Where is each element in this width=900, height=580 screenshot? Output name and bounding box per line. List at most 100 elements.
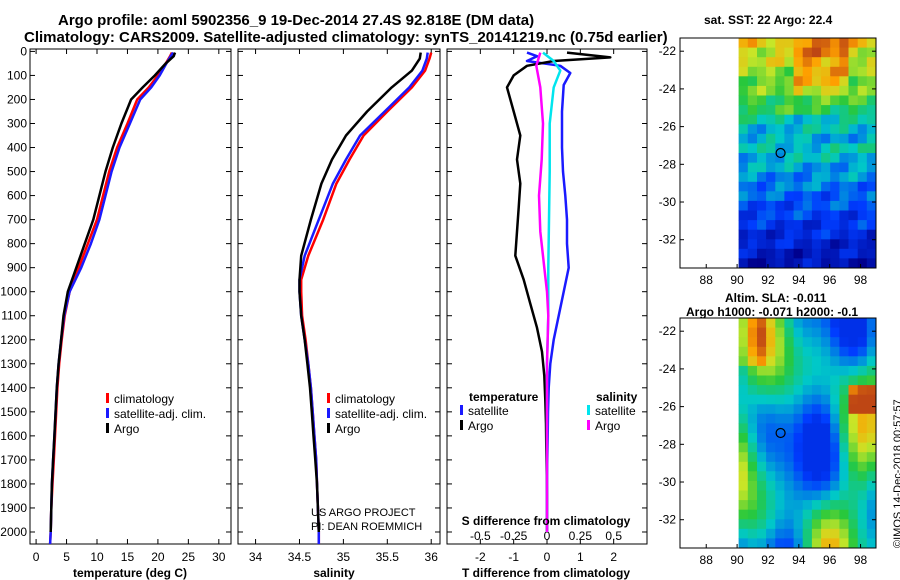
- map-cell: [821, 153, 831, 164]
- map-cell: [757, 423, 767, 434]
- map-cell: [821, 95, 831, 106]
- map-cell: [757, 346, 767, 357]
- map-cell: [793, 423, 804, 434]
- lon-tick-label: 88: [700, 273, 714, 287]
- map-cell: [839, 490, 850, 501]
- pi-label: PI: DEAN ROEMMICH: [311, 521, 422, 533]
- legend-label-s-satellite: satellite: [595, 404, 636, 418]
- map-cell: [775, 114, 785, 125]
- map-cell: [821, 480, 831, 491]
- legend-swatch-satellite: [106, 408, 109, 418]
- map-cell: [757, 239, 767, 250]
- map-cell: [857, 200, 868, 211]
- map-cell: [757, 365, 767, 376]
- map-cell: [757, 413, 767, 424]
- map-cell: [775, 220, 785, 231]
- map-cell: [821, 181, 831, 192]
- map-cell: [757, 66, 767, 77]
- legend-swatch-satellite: [327, 408, 330, 418]
- difference-series: [505, 51, 612, 532]
- map-cell: [830, 490, 840, 501]
- x-tick-label: 10: [90, 550, 104, 564]
- map-cell: [839, 404, 850, 415]
- map-cell: [848, 200, 859, 211]
- map-cell: [747, 220, 758, 231]
- map-cell: [866, 461, 877, 472]
- map-cell: [784, 452, 795, 463]
- map-cell: [848, 509, 859, 520]
- map-cell: [811, 365, 822, 376]
- map-cell: [766, 356, 776, 367]
- map-cell: [811, 538, 822, 549]
- map-cell: [821, 538, 831, 549]
- map-cell: [775, 38, 785, 49]
- map-cell: [802, 172, 813, 183]
- map-cell: [811, 528, 822, 539]
- map-cell: [839, 442, 850, 453]
- s-tick-label: 0.25: [569, 529, 593, 543]
- map-cell: [738, 153, 749, 164]
- map-cell: [802, 191, 813, 202]
- map-cell: [802, 394, 813, 405]
- map-cell: [866, 248, 877, 259]
- map-cell: [848, 490, 859, 501]
- map-cell: [839, 318, 850, 329]
- map-cell: [866, 423, 877, 434]
- map-cell: [830, 346, 840, 357]
- map-cell: [857, 172, 868, 183]
- map-cell: [757, 248, 767, 259]
- map-cell: [747, 337, 758, 348]
- map-cell: [784, 162, 795, 173]
- map-cell: [747, 85, 758, 96]
- map-cell: [866, 433, 877, 444]
- map-cell: [821, 490, 831, 501]
- map-cell: [830, 365, 840, 376]
- map-cell: [766, 38, 776, 49]
- map-cell: [738, 337, 749, 348]
- map-cell: [793, 519, 804, 530]
- map-cell: [857, 490, 868, 501]
- map-cell: [821, 452, 831, 463]
- map-cell: [839, 162, 850, 173]
- depth-tick-label: 500: [7, 165, 27, 179]
- map-cell: [811, 461, 822, 472]
- map-cell: [866, 181, 877, 192]
- map-cell: [738, 509, 749, 520]
- map-cell: [738, 452, 749, 463]
- map-cell: [793, 76, 804, 87]
- map-cell: [793, 346, 804, 357]
- map-cell: [802, 114, 813, 125]
- map-cell: [757, 47, 767, 58]
- map-cell: [821, 337, 831, 348]
- map-cell: [830, 143, 840, 154]
- map-cell: [802, 95, 813, 106]
- map-cell: [757, 509, 767, 520]
- map-cell: [784, 38, 795, 49]
- map-cell: [784, 327, 795, 338]
- map-cell: [857, 47, 868, 58]
- map-cell: [830, 229, 840, 240]
- map-cell: [866, 124, 877, 135]
- map-cell: [793, 210, 804, 221]
- map-cell: [811, 85, 822, 96]
- map-cell: [839, 66, 850, 77]
- map-cell: [738, 394, 749, 405]
- map-cell: [766, 385, 776, 396]
- temperature-panel: 0100200300400500600700800900100011001200…: [0, 44, 232, 580]
- map-cell: [848, 133, 859, 144]
- map-cell: [802, 490, 813, 501]
- map-cell: [793, 433, 804, 444]
- map-cell: [802, 433, 813, 444]
- map-cell: [775, 181, 785, 192]
- map-cell: [811, 181, 822, 192]
- map-cell: [784, 258, 795, 269]
- map-cell: [802, 38, 813, 49]
- map-cell: [757, 327, 767, 338]
- map-cell: [857, 162, 868, 173]
- map-cell: [738, 85, 749, 96]
- map-cell: [811, 385, 822, 396]
- map-cell: [848, 191, 859, 202]
- map-cell: [784, 528, 795, 539]
- map-cell: [866, 143, 877, 154]
- map-cell: [839, 200, 850, 211]
